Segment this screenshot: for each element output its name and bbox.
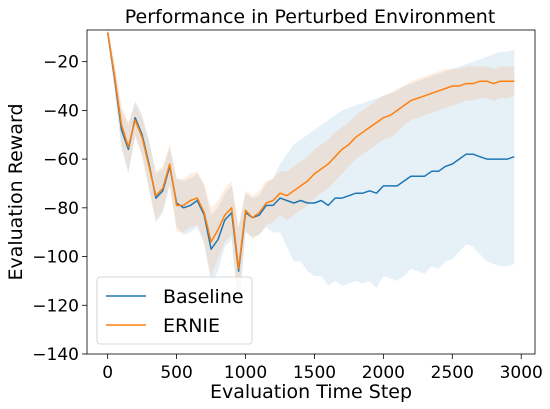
y-tick-label: −20 (43, 53, 79, 73)
y-tick-label: −100 (32, 248, 79, 268)
x-axis-ticks: 0 500 1000 1500 2000 2500 3000 (102, 354, 543, 383)
legend-label-baseline: Baseline (163, 286, 244, 308)
y-tick-label: −80 (43, 199, 79, 219)
y-tick-label: −120 (32, 296, 79, 316)
x-tick-label: 3000 (500, 363, 543, 383)
y-tick-label: −60 (43, 150, 79, 170)
x-tick-label: 2500 (431, 363, 474, 383)
y-tick-label: −140 (32, 345, 79, 365)
x-tick-label: 500 (160, 363, 192, 383)
y-axis-ticks: −140 −120 −100 −80 −60 −40 −20 (32, 53, 87, 365)
y-axis-label: Evaluation Reward (5, 103, 27, 280)
x-tick-label: 2000 (362, 363, 405, 383)
chart-title: Performance in Perturbed Environment (125, 6, 496, 28)
x-tick-label: 1000 (224, 363, 267, 383)
line-ernie (106, 32, 515, 270)
y-tick-label: −40 (43, 101, 79, 121)
legend: Baseline ERNIE (96, 276, 253, 345)
plot-frame (86, 29, 536, 355)
x-tick-label: 0 (102, 363, 113, 383)
x-tick-label: 1500 (293, 363, 336, 383)
legend-label-ernie: ERNIE (163, 315, 220, 337)
series-lines (106, 32, 515, 272)
x-axis-label: Evaluation Time Step (210, 381, 412, 403)
legend-box (96, 276, 253, 345)
